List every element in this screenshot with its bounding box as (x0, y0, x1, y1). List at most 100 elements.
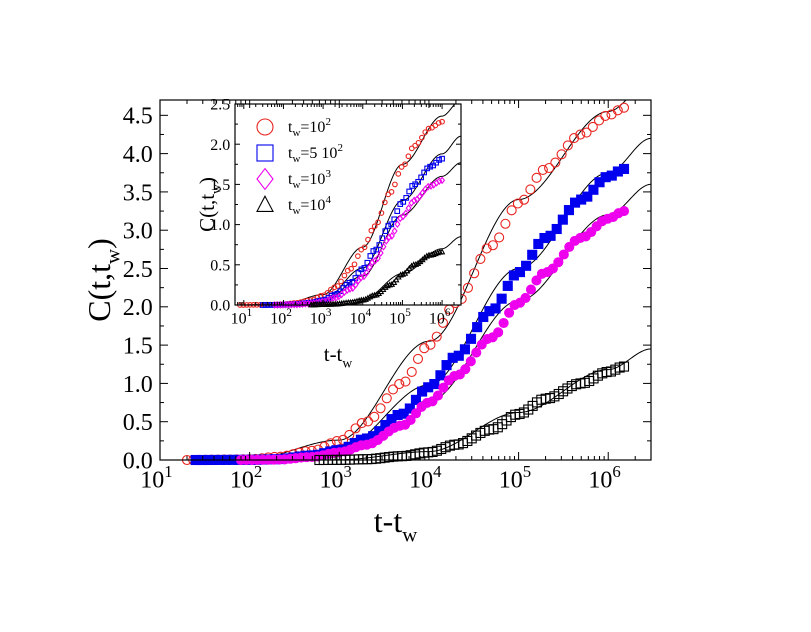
main-series-2-point (459, 344, 470, 355)
main-series-1-point (587, 121, 598, 132)
main-series-1-point (600, 110, 611, 122)
inset-series-2-point (349, 278, 356, 285)
inset-series-1-point (351, 261, 358, 268)
inset-series-1-point (331, 284, 338, 291)
inset-series-2-point (394, 208, 401, 214)
main-series-1-point (469, 268, 480, 279)
main-y-tick-label-2: 1.0 (123, 372, 153, 398)
main-series-3-point (504, 307, 515, 318)
inset-series-3-point (405, 204, 412, 213)
inset-series-1-point (378, 210, 385, 216)
main-series-3-point (553, 257, 564, 268)
legend-label-3: tw=103 (288, 168, 331, 191)
inset-series-3-point (436, 177, 443, 186)
main-series-2-point (514, 267, 526, 278)
inset-y-axis-title: C(t,tw) (195, 177, 223, 232)
main-series-2-point (557, 214, 568, 225)
inset-series-3-point (333, 293, 340, 302)
main-series-1-point (412, 353, 424, 364)
main-series-1-point (369, 411, 380, 422)
main-y-tick-label-8: 4.0 (123, 142, 153, 168)
inset-series-2-point (391, 216, 398, 223)
inset-series-3-point (391, 227, 398, 235)
inset-series-3-point (374, 254, 381, 263)
inset-series-2-point (421, 169, 427, 176)
main-series-2-point (441, 360, 452, 371)
inset-series-4-point (393, 276, 400, 283)
inset-series-3-point (347, 285, 353, 293)
inset-series-1-point (338, 278, 344, 285)
inset-series-2-point (439, 155, 445, 162)
main-series-3-point (493, 327, 504, 338)
main-series-3-point (547, 263, 558, 274)
main-y-tick-label-1: 0.5 (123, 410, 153, 436)
inset-series-1-point (348, 265, 354, 272)
inset-x-tick-label-0: 101 (231, 307, 253, 327)
inset-series-2-point (400, 199, 407, 205)
inset-series-1-point (439, 118, 445, 125)
main-series-1-point (494, 232, 505, 243)
legend-marker-1 (256, 118, 274, 136)
main-y-tick-label-4: 2.0 (123, 295, 153, 321)
inset-series-1-point (405, 153, 412, 160)
inset-series-3-point (349, 284, 356, 292)
inset-series-1-point (408, 145, 415, 152)
main-series-1-point (593, 115, 605, 126)
main-series-1-point (356, 418, 367, 429)
main-series-3-point (618, 206, 630, 217)
inset-y-tick-label-3: 1.5 (210, 177, 230, 194)
inset-series-3-point (344, 286, 351, 294)
inset-series-1-point (368, 227, 375, 234)
main-series-2-point (496, 293, 507, 304)
main-x-tick-label-5: 106 (588, 462, 620, 494)
inset-series-4-point (366, 293, 374, 300)
main-series-2-point (410, 394, 422, 405)
main-series-1-point (537, 164, 548, 175)
inset-series-1-point (435, 120, 442, 126)
inset-series-1-point (334, 283, 341, 289)
inset-series-2-point (379, 235, 386, 242)
main-series-3-point (525, 284, 537, 295)
inset-legend: tw=102 tw=5 102 tw=103 tw=104 (256, 116, 343, 217)
legend-entry-2: tw=5 102 (256, 142, 343, 165)
main-series-1-point (344, 429, 355, 440)
main-series-1-point (525, 184, 536, 195)
inset-series-1-point (381, 199, 388, 206)
main-series-2-point (398, 408, 409, 419)
main-series-3-point (531, 275, 542, 286)
inset-series-2-point (388, 221, 395, 228)
main-series-3-point (411, 408, 422, 419)
inset-y-tick-label-5: 2.5 (210, 97, 230, 114)
inset-series-1-point (341, 272, 348, 279)
main-series-2-point (618, 163, 630, 174)
inset-series-1-point (365, 236, 371, 243)
inset-series-3-point (363, 268, 370, 277)
main-series-1-point (350, 423, 361, 434)
main-series-1-point (562, 140, 573, 151)
main-series-1-point (419, 343, 430, 354)
main-series-3-point (438, 382, 449, 393)
inset-x-tick-label-2: 103 (310, 307, 332, 327)
inset-series-1-point (402, 161, 408, 168)
main-y-tick-label-5: 2.5 (123, 257, 153, 283)
main-series-2-point (429, 379, 440, 390)
inset-x-axis-title: t-tw (324, 342, 353, 370)
inset-series-1-point (395, 170, 402, 177)
inset-x-tick-label-5: 106 (429, 307, 451, 327)
main-series-2-point (465, 333, 477, 344)
inset-series-1-point (392, 181, 398, 188)
main-series-2-point (588, 184, 599, 195)
inset-series-1-point (355, 253, 361, 259)
main-series-3 (235, 206, 630, 466)
main-series-1-point (506, 205, 517, 216)
main-series-1-point (544, 162, 555, 174)
inset-series-2-point (355, 270, 362, 276)
main-series-3-point (498, 317, 509, 329)
inset-series-1-point (419, 134, 425, 141)
main-series-1-point (387, 384, 399, 395)
main-x-tick-label-1: 102 (230, 462, 262, 494)
main-series-1-point (550, 157, 561, 168)
inset-series-1-point (425, 125, 432, 132)
main-fit-curve-4 (312, 348, 651, 460)
